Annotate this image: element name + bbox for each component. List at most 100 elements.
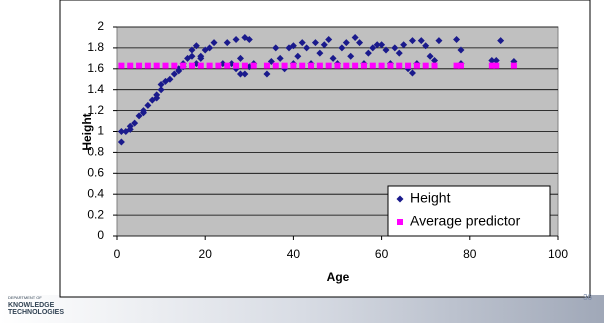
data-point xyxy=(276,54,284,62)
data-point xyxy=(223,39,231,47)
data-point xyxy=(408,37,416,45)
x-tick-label: 60 xyxy=(375,247,389,261)
data-point xyxy=(272,62,279,69)
y-tick-label: 0 xyxy=(97,228,104,242)
data-point xyxy=(497,37,505,45)
data-point xyxy=(431,56,439,64)
data-point xyxy=(334,62,341,69)
y-tick-label: 1.4 xyxy=(87,82,104,96)
data-point xyxy=(453,36,461,44)
data-point xyxy=(135,112,143,120)
data-point xyxy=(316,62,323,69)
data-point xyxy=(493,62,500,69)
data-point xyxy=(299,62,306,69)
x-tick-label: 0 xyxy=(114,247,121,261)
y-tick-label: 0.6 xyxy=(87,165,104,179)
y-tick-label: 1 xyxy=(97,124,104,138)
x-tick-label: 100 xyxy=(548,247,568,261)
data-point xyxy=(131,119,139,127)
data-point xyxy=(352,62,359,69)
data-point xyxy=(400,41,408,49)
data-point xyxy=(241,70,249,78)
data-point xyxy=(192,42,200,50)
data-point xyxy=(325,36,333,44)
data-point xyxy=(281,62,288,69)
y-tick-label: 0.8 xyxy=(87,145,104,159)
data-point xyxy=(232,36,240,44)
data-point xyxy=(405,62,412,69)
data-point xyxy=(492,56,500,64)
data-point xyxy=(457,46,465,54)
data-point xyxy=(118,62,125,69)
y-tick-label: 0.4 xyxy=(87,186,104,200)
data-point xyxy=(289,42,297,50)
data-point xyxy=(210,39,218,47)
x-tick-label: 20 xyxy=(199,247,213,261)
data-point xyxy=(175,67,183,75)
data-point xyxy=(197,54,205,62)
data-point xyxy=(303,44,311,52)
data-point xyxy=(215,62,222,69)
data-point xyxy=(245,36,253,44)
data-point xyxy=(382,46,390,54)
data-point xyxy=(426,52,434,60)
data-point xyxy=(311,39,319,47)
data-point xyxy=(347,52,355,60)
data-point xyxy=(431,62,438,69)
data-point xyxy=(369,44,377,52)
x-tick-label: 40 xyxy=(287,247,301,261)
data-point xyxy=(396,62,403,69)
data-point xyxy=(391,44,399,52)
data-point xyxy=(122,128,130,135)
logo-line: DEPARTMENT OF xyxy=(8,295,42,300)
data-point xyxy=(206,44,214,52)
slide-number: 36 xyxy=(583,293,592,302)
x-tick-label: 80 xyxy=(463,247,477,261)
logo-line: TECHNOLOGIES xyxy=(8,309,64,316)
data-point xyxy=(157,80,165,88)
data-point xyxy=(241,62,248,69)
data-point xyxy=(325,62,332,69)
y-tick-label: 1.8 xyxy=(87,40,104,54)
data-point xyxy=(272,44,280,52)
data-point xyxy=(188,52,196,60)
data-point xyxy=(188,46,196,54)
data-point xyxy=(316,49,324,57)
data-point xyxy=(290,62,297,69)
data-point xyxy=(488,56,496,64)
data-point xyxy=(171,62,178,69)
data-point xyxy=(308,62,315,69)
data-point xyxy=(157,86,165,94)
data-point xyxy=(153,91,161,99)
data-point xyxy=(224,62,231,69)
logo-line: KNOWLEDGE xyxy=(8,302,55,309)
data-point xyxy=(162,62,169,69)
data-point xyxy=(298,39,306,47)
data-point xyxy=(413,62,420,69)
data-point xyxy=(236,70,244,78)
data-point xyxy=(387,62,394,69)
legend-swatch xyxy=(397,219,403,225)
data-point xyxy=(360,62,367,69)
data-point xyxy=(294,52,302,60)
data-point xyxy=(343,62,350,69)
data-point xyxy=(136,62,143,69)
data-point xyxy=(342,39,350,47)
data-point xyxy=(206,62,213,69)
data-point xyxy=(378,41,386,49)
legend-swatch xyxy=(396,195,404,203)
data-point xyxy=(422,42,430,50)
data-point xyxy=(236,54,244,62)
data-point xyxy=(320,41,328,49)
data-point xyxy=(351,33,359,41)
data-point xyxy=(378,62,385,69)
y-axis-label: Height xyxy=(80,113,94,150)
y-tick-label: 1.2 xyxy=(87,103,104,117)
data-point xyxy=(356,39,364,47)
y-tick-label: 0.2 xyxy=(87,207,104,221)
data-point xyxy=(170,70,178,78)
data-point xyxy=(180,62,187,69)
data-point xyxy=(457,62,464,69)
legend-label: Height xyxy=(410,190,451,206)
